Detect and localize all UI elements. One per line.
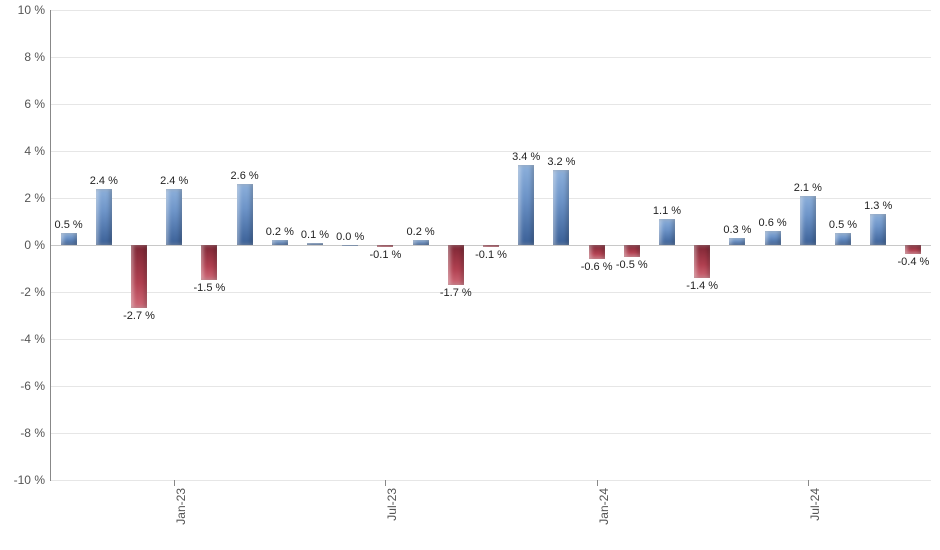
bar-value-label: 0.1 %: [301, 229, 329, 241]
y-axis-label: 0 %: [24, 238, 45, 252]
bar: [377, 245, 393, 247]
bar: [589, 245, 605, 259]
x-axis-tick: [385, 480, 386, 486]
bar-value-label: -0.1 %: [475, 249, 507, 261]
bar: [413, 240, 429, 245]
gridline: [51, 151, 931, 152]
bar-value-label: 2.4 %: [160, 175, 188, 187]
bar-value-label: 0.5 %: [829, 219, 857, 231]
y-axis-label: 6 %: [24, 97, 45, 111]
bar: [272, 240, 288, 245]
gridline: [51, 10, 931, 11]
y-axis-label: 2 %: [24, 191, 45, 205]
gridline: [51, 386, 931, 387]
gridline: [51, 433, 931, 434]
bar: [166, 189, 182, 245]
bar: [624, 245, 640, 257]
bar: [694, 245, 710, 278]
bar-value-label: 0.3 %: [723, 224, 751, 236]
bar: [835, 233, 851, 245]
y-axis-label: 10 %: [18, 3, 45, 17]
plot-area: -10 %-8 %-6 %-4 %-2 %0 %2 %4 %6 %8 %10 %…: [50, 10, 931, 481]
bar-value-label: 0.6 %: [759, 217, 787, 229]
bar-value-label: -0.6 %: [581, 261, 613, 273]
bar: [765, 231, 781, 245]
bar: [729, 238, 745, 245]
gridline: [51, 292, 931, 293]
bar-value-label: -2.7 %: [123, 310, 155, 322]
bar: [131, 245, 147, 308]
bar-value-label: -0.4 %: [897, 256, 929, 268]
bar-value-label: -0.1 %: [369, 249, 401, 261]
bar-value-label: 1.1 %: [653, 205, 681, 217]
bar-value-label: -0.5 %: [616, 259, 648, 271]
x-axis-label: Jul-24: [808, 488, 822, 521]
bar: [237, 184, 253, 245]
bar-value-label: 0.2 %: [407, 226, 435, 238]
bar: [96, 189, 112, 245]
bar: [518, 165, 534, 245]
bar-value-label: 2.6 %: [231, 170, 259, 182]
x-axis-tick: [597, 480, 598, 486]
bar-value-label: -1.5 %: [193, 282, 225, 294]
x-axis-tick: [808, 480, 809, 486]
x-axis-label: Jul-23: [385, 488, 399, 521]
gridline: [51, 339, 931, 340]
bar: [659, 219, 675, 245]
bar: [483, 245, 499, 247]
y-axis-label: -8 %: [20, 426, 45, 440]
bar-value-label: 3.2 %: [547, 156, 575, 168]
y-axis-label: 8 %: [24, 50, 45, 64]
x-axis-label: Jan-23: [174, 488, 188, 525]
bar: [448, 245, 464, 285]
x-axis-label: Jan-24: [597, 488, 611, 525]
bar: [307, 243, 323, 245]
bar-value-label: 0.0 %: [336, 231, 364, 243]
bar-value-label: 0.2 %: [266, 226, 294, 238]
gridline: [51, 104, 931, 105]
bar: [553, 170, 569, 245]
bar: [800, 196, 816, 245]
bar: [342, 245, 358, 246]
bar-value-label: 1.3 %: [864, 200, 892, 212]
bar-value-label: -1.7 %: [440, 287, 472, 299]
bar-value-label: 2.1 %: [794, 182, 822, 194]
bar-value-label: -1.4 %: [686, 280, 718, 292]
bar: [201, 245, 217, 280]
y-axis-label: -2 %: [20, 285, 45, 299]
bar-value-label: 0.5 %: [55, 219, 83, 231]
gridline: [51, 57, 931, 58]
bar-value-label: 2.4 %: [90, 175, 118, 187]
chart-container: -10 % -8 % -6 % -4 % -2 % 0 % 2 % 4 % 6 % 8 % 10 %…: [0, 0, 940, 550]
bar: [870, 214, 886, 245]
gridline: [51, 480, 931, 481]
y-axis-label: -4 %: [20, 332, 45, 346]
y-axis-label: 4 %: [24, 144, 45, 158]
y-axis-label: -6 %: [20, 379, 45, 393]
bar: [61, 233, 77, 245]
bar-value-label: 3.4 %: [512, 151, 540, 163]
bar: [905, 245, 921, 254]
x-axis-tick: [174, 480, 175, 486]
y-axis-label: -10 %: [14, 473, 45, 487]
